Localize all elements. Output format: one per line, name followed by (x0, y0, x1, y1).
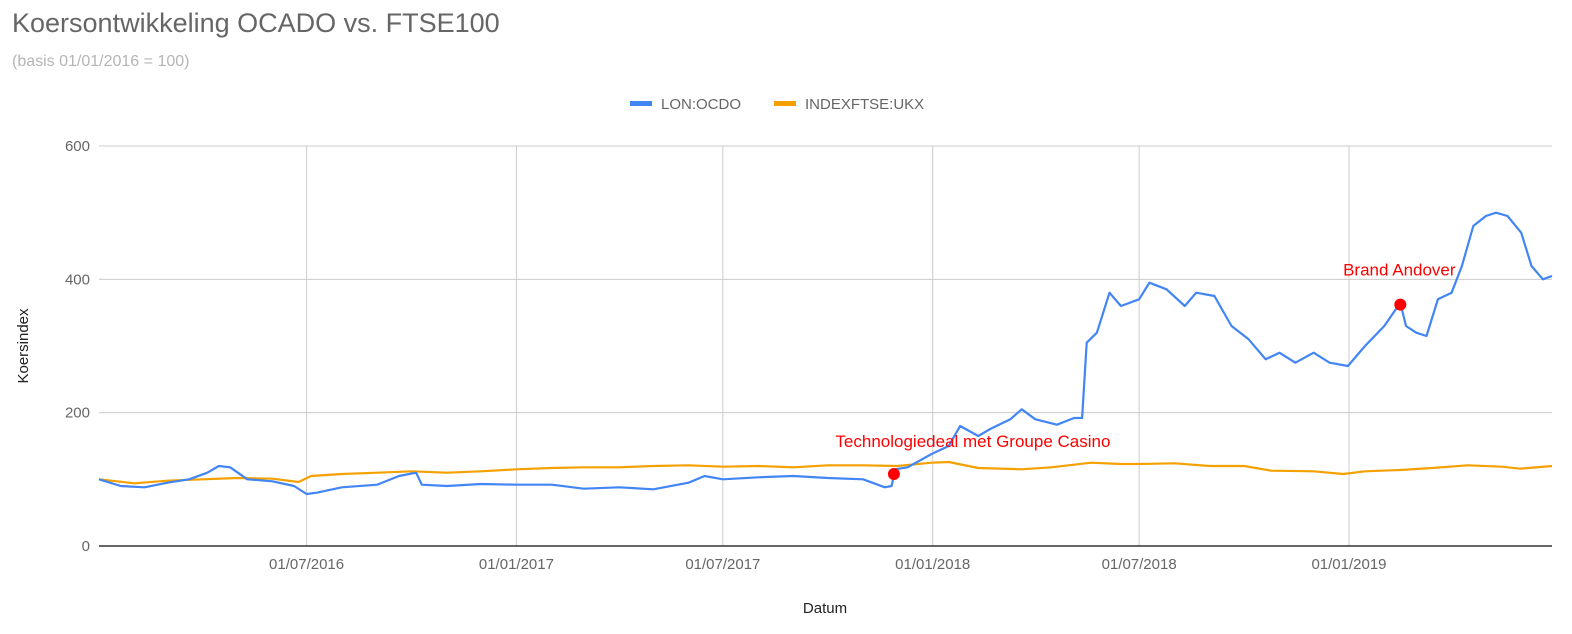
legend-swatch-ocdo (630, 101, 652, 106)
x-tick-label-2: 01/07/2017 (685, 556, 760, 573)
y-axis-title: Koersindex (15, 308, 32, 384)
y-tick-label-200: 200 (65, 405, 90, 422)
x-axis-title: Datum (803, 600, 847, 617)
y-tick-label-400: 400 (65, 271, 90, 288)
y-tick-label-600: 600 (65, 138, 90, 155)
chart-subtitle: (basis 01/01/2016 = 100) (12, 53, 190, 70)
annotations: Technologiedeal met Groupe Casino Brand A… (835, 261, 1456, 480)
x-tick-label-5: 01/01/2019 (1311, 556, 1386, 573)
x-tick-label-1: 01/01/2017 (479, 556, 554, 573)
annotation-point-1 (1394, 298, 1407, 311)
legend-label-ocdo: LON:OCDO (661, 96, 741, 113)
x-axis-ticks: 01/07/2016 01/01/2017 01/07/2017 01/01/2018… (269, 556, 1386, 573)
x-tick-label-0: 01/07/2016 (269, 556, 344, 573)
chart-title: Koersontwikkeling OCADO vs. FTSE100 (12, 8, 500, 38)
x-tick-label-3: 01/01/2018 (895, 556, 970, 573)
legend: LON:OCDO INDEXFTSE:UKX (630, 96, 924, 113)
legend-swatch-ukx (774, 101, 796, 106)
y-axis-ticks: 0 200 400 600 (65, 138, 90, 555)
series-layer (98, 211, 1553, 496)
legend-label-ukx: INDEXFTSE:UKX (805, 96, 924, 113)
y-tick-label-0: 0 (82, 538, 90, 555)
series-line-indexftse-ukx (98, 460, 1553, 485)
annotation-label-1: Brand Andover (1343, 261, 1456, 280)
annotation-label-0: Technologiedeal met Groupe Casino (835, 432, 1110, 451)
annotation-point-0 (887, 468, 900, 480)
series-line-lon-ocdo (98, 211, 1553, 496)
gridlines (99, 145, 1552, 546)
x-tick-label-4: 01/07/2018 (1102, 556, 1177, 573)
